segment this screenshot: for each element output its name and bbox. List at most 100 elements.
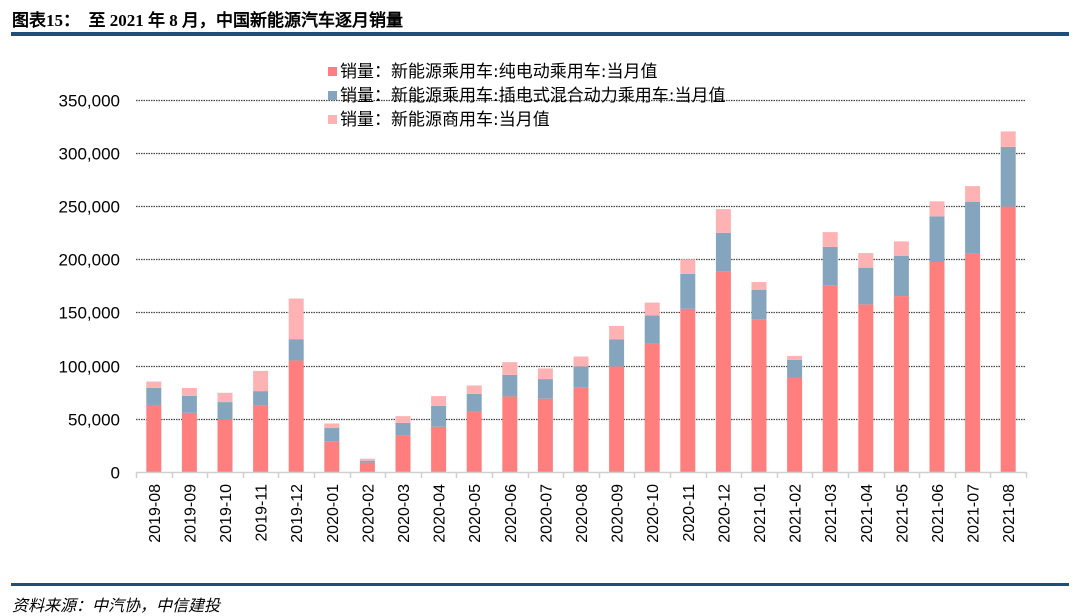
- x-tick-label: 2021-07: [966, 484, 983, 543]
- bar-segment-series-1: [502, 374, 518, 397]
- bar-segment-series-1: [965, 201, 981, 254]
- bar-segment-series-2: [644, 302, 660, 316]
- y-tick-label: 0: [111, 464, 120, 483]
- bar-segment-series-2: [253, 370, 269, 392]
- legend-swatch: [328, 91, 337, 100]
- bar-segment-series-1: [431, 405, 447, 427]
- x-tick-label: 2020-07: [538, 484, 555, 543]
- bar-segment-series-1: [609, 339, 625, 367]
- bar-segment-series-0: [715, 271, 731, 472]
- figure-title: 图表15： 至 2021 年 8 月，中国新能源汽车逐月销量: [12, 11, 403, 30]
- bar-segment-series-0: [680, 308, 696, 472]
- bar-segment-series-0: [1000, 206, 1016, 472]
- bottom-rule: [11, 583, 1069, 586]
- bar-segment-series-1: [715, 232, 731, 272]
- x-tick-label: 2021-01: [752, 484, 769, 543]
- bar-segment-series-1: [751, 289, 767, 320]
- bar-segment-series-0: [787, 377, 803, 472]
- legend-swatch: [328, 67, 337, 76]
- bar-segment-series-0: [288, 360, 304, 472]
- x-tick-label: 2020-01: [325, 484, 342, 543]
- x-tick-label: 2020-04: [432, 484, 449, 543]
- bar-segment-series-0: [929, 262, 945, 472]
- bar-segment-series-2: [715, 209, 731, 233]
- x-tick-label: 2020-11: [681, 484, 698, 542]
- x-tick-label: 2021-04: [859, 484, 876, 543]
- source-note: 资料来源：中汽协，中信建投: [12, 598, 221, 615]
- bar-segment-series-0: [359, 462, 375, 472]
- x-tick-label: 2020-08: [574, 484, 591, 543]
- x-tick-label: 2020-02: [360, 484, 377, 543]
- x-tick-labels: 2019-08 2019-09 2019-10 2019-11 2019-12 2020-…: [147, 484, 1018, 543]
- bars: [146, 131, 1016, 472]
- bar-segment-series-1: [644, 315, 660, 344]
- bar-segment-series-1: [253, 391, 269, 406]
- x-tick-label: 2019-11: [254, 484, 271, 542]
- bar-segment-series-1: [146, 387, 162, 405]
- bar-segment-series-0: [537, 398, 553, 472]
- y-tick-labels: 0 50,000 100,000 150,000 200,000 250,000 300,0…: [59, 92, 120, 483]
- y-tick-label: 200,000: [59, 251, 120, 270]
- y-tick-label: 350,000: [59, 92, 120, 111]
- bar-segment-series-1: [1000, 146, 1016, 207]
- bar-segment-series-0: [822, 285, 838, 472]
- x-tick-label: 2019-10: [218, 484, 235, 543]
- bar-segment-series-2: [609, 325, 625, 340]
- bar-segment-series-2: [858, 253, 874, 268]
- bar-segment-series-0: [431, 426, 447, 472]
- bar-segment-series-0: [858, 304, 874, 472]
- bar-segment-series-1: [288, 339, 304, 361]
- legend-label: 销量：新能源商用车:当月值: [340, 110, 550, 130]
- top-rule: [11, 32, 1069, 36]
- legend: 销量：新能源乘用车:纯电动乘用车:当月值销量：新能源乘用车:插电式混合动力乘用车…: [328, 62, 725, 130]
- bar-segment-series-2: [893, 241, 909, 256]
- x-tick-label: 2021-02: [788, 484, 805, 543]
- bar-segment-series-2: [502, 362, 518, 375]
- bar-segment-series-2: [359, 458, 375, 461]
- bar-segment-series-0: [502, 396, 518, 472]
- x-tick-label: 2021-08: [1001, 484, 1018, 543]
- bar-segment-series-2: [395, 416, 411, 423]
- bar-segment-series-1: [359, 460, 375, 463]
- bar-segment-series-0: [893, 296, 909, 472]
- bar-segment-series-2: [146, 381, 162, 388]
- bar-segment-series-1: [537, 379, 553, 399]
- bar-segment-series-0: [253, 405, 269, 472]
- x-tick-label: 2021-05: [894, 484, 911, 543]
- x-tick-label: 2020-06: [503, 484, 520, 543]
- bar-segment-series-1: [822, 246, 838, 286]
- legend-swatch: [328, 115, 337, 124]
- bar-segment-series-0: [965, 253, 981, 472]
- bar-segment-series-2: [466, 385, 482, 394]
- y-tick-label: 50,000: [68, 411, 120, 430]
- bar-segment-series-0: [395, 435, 411, 472]
- x-tick-label: 2020-10: [645, 484, 662, 543]
- bar-segment-series-1: [573, 366, 589, 388]
- stacked-bar-chart: 0 50,000 100,000 150,000 200,000 250,000 300,0…: [59, 62, 1028, 543]
- bar-segment-series-2: [1000, 131, 1016, 147]
- bar-segment-series-0: [466, 411, 482, 472]
- x-tick-label: 2019-09: [182, 484, 199, 543]
- bar-segment-series-2: [431, 396, 447, 406]
- bar-segment-series-2: [537, 368, 553, 380]
- bar-segment-series-2: [324, 423, 340, 429]
- axes: [135, 471, 1028, 478]
- bar-segment-series-2: [217, 392, 233, 403]
- x-tick-label: 2021-06: [930, 484, 947, 543]
- y-tick-label: 250,000: [59, 198, 120, 217]
- x-tick-label: 2020-05: [467, 484, 484, 543]
- bar-segment-series-0: [181, 412, 197, 472]
- x-tick-label: 2020-09: [610, 484, 627, 543]
- bar-segment-series-2: [680, 259, 696, 274]
- bar-segment-series-0: [751, 319, 767, 472]
- bar-segment-series-0: [217, 419, 233, 472]
- bar-segment-series-0: [644, 343, 660, 472]
- bar-segment-series-2: [181, 387, 197, 396]
- x-tick-label: 2021-03: [823, 484, 840, 543]
- bar-segment-series-1: [680, 273, 696, 309]
- bar-segment-series-0: [609, 366, 625, 472]
- bar-segment-series-2: [288, 298, 304, 340]
- bar-segment-series-0: [324, 441, 340, 472]
- bar-segment-series-1: [858, 267, 874, 305]
- x-tick-label: 2020-12: [716, 484, 733, 543]
